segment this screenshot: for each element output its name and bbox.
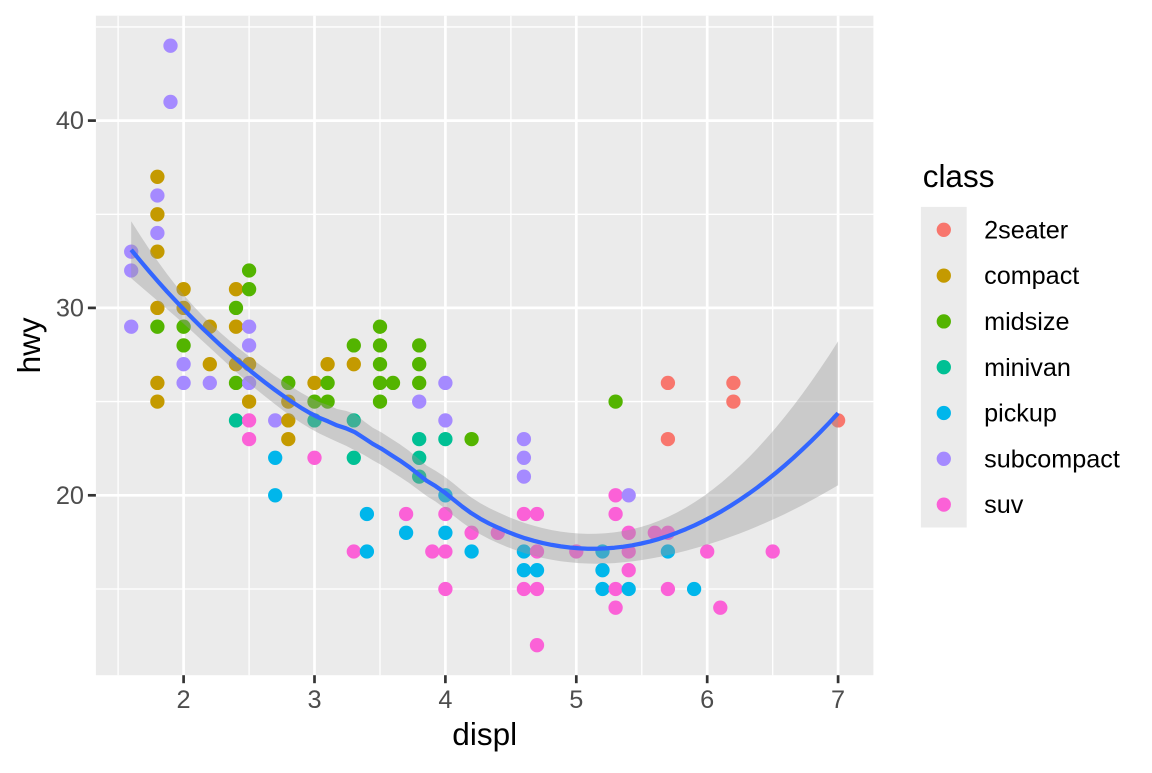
svg-text:pickup: pickup bbox=[984, 400, 1057, 428]
svg-text:suv: suv bbox=[984, 491, 1024, 519]
svg-text:subcompact: subcompact bbox=[984, 445, 1120, 473]
svg-text:hwy: hwy bbox=[11, 317, 47, 373]
svg-text:7: 7 bbox=[831, 686, 845, 714]
svg-text:3: 3 bbox=[307, 686, 321, 714]
svg-text:4: 4 bbox=[438, 686, 452, 714]
svg-text:compact: compact bbox=[984, 262, 1079, 290]
svg-text:30: 30 bbox=[56, 295, 84, 323]
svg-text:20: 20 bbox=[56, 482, 84, 510]
svg-text:6: 6 bbox=[700, 686, 714, 714]
svg-text:5: 5 bbox=[569, 686, 583, 714]
svg-text:2: 2 bbox=[177, 686, 191, 714]
svg-text:minivan: minivan bbox=[984, 354, 1071, 382]
svg-text:class: class bbox=[923, 158, 995, 194]
svg-text:displ: displ bbox=[452, 716, 517, 752]
svg-text:midsize: midsize bbox=[984, 308, 1069, 336]
svg-text:2seater: 2seater bbox=[984, 216, 1068, 244]
svg-text:40: 40 bbox=[56, 107, 84, 135]
